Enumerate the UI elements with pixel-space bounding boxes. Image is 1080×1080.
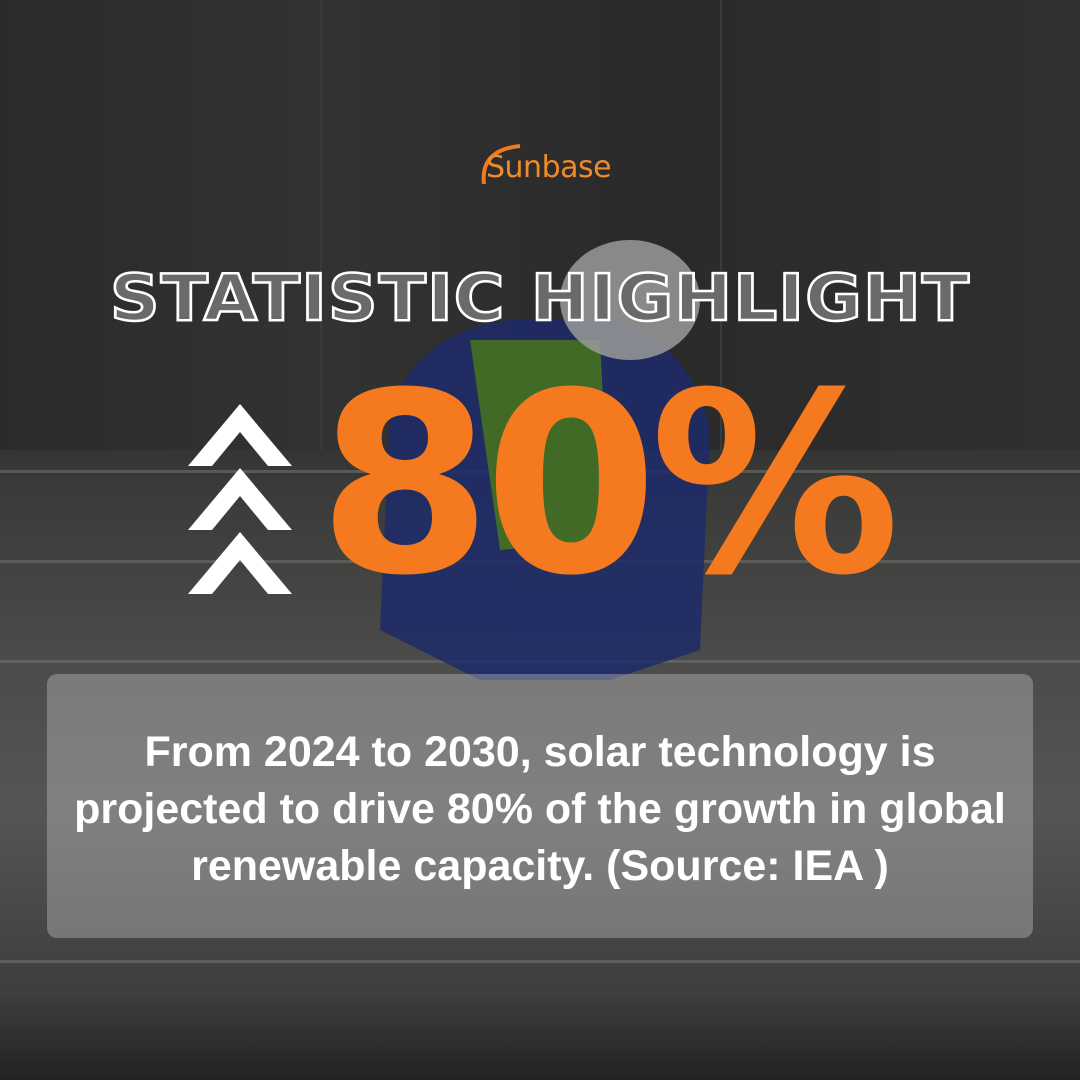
wall-seam: [720, 0, 722, 450]
headline: STATISTIC HIGHLIGHT: [109, 261, 971, 338]
solar-panel-edge: [0, 960, 1080, 963]
sunbase-logo: Sunbase: [470, 140, 612, 190]
sun-arc-icon: [481, 144, 521, 185]
wall-seam: [320, 0, 322, 450]
triple-chevron-up-icon: [188, 404, 292, 594]
description-card: [47, 674, 1033, 938]
logo-text: Sunbase: [486, 150, 612, 185]
worker-silhouette: [380, 240, 710, 680]
stat-value: 80%: [318, 339, 900, 630]
description-text: From 2024 to 2030, solar technology is p…: [74, 728, 1006, 890]
